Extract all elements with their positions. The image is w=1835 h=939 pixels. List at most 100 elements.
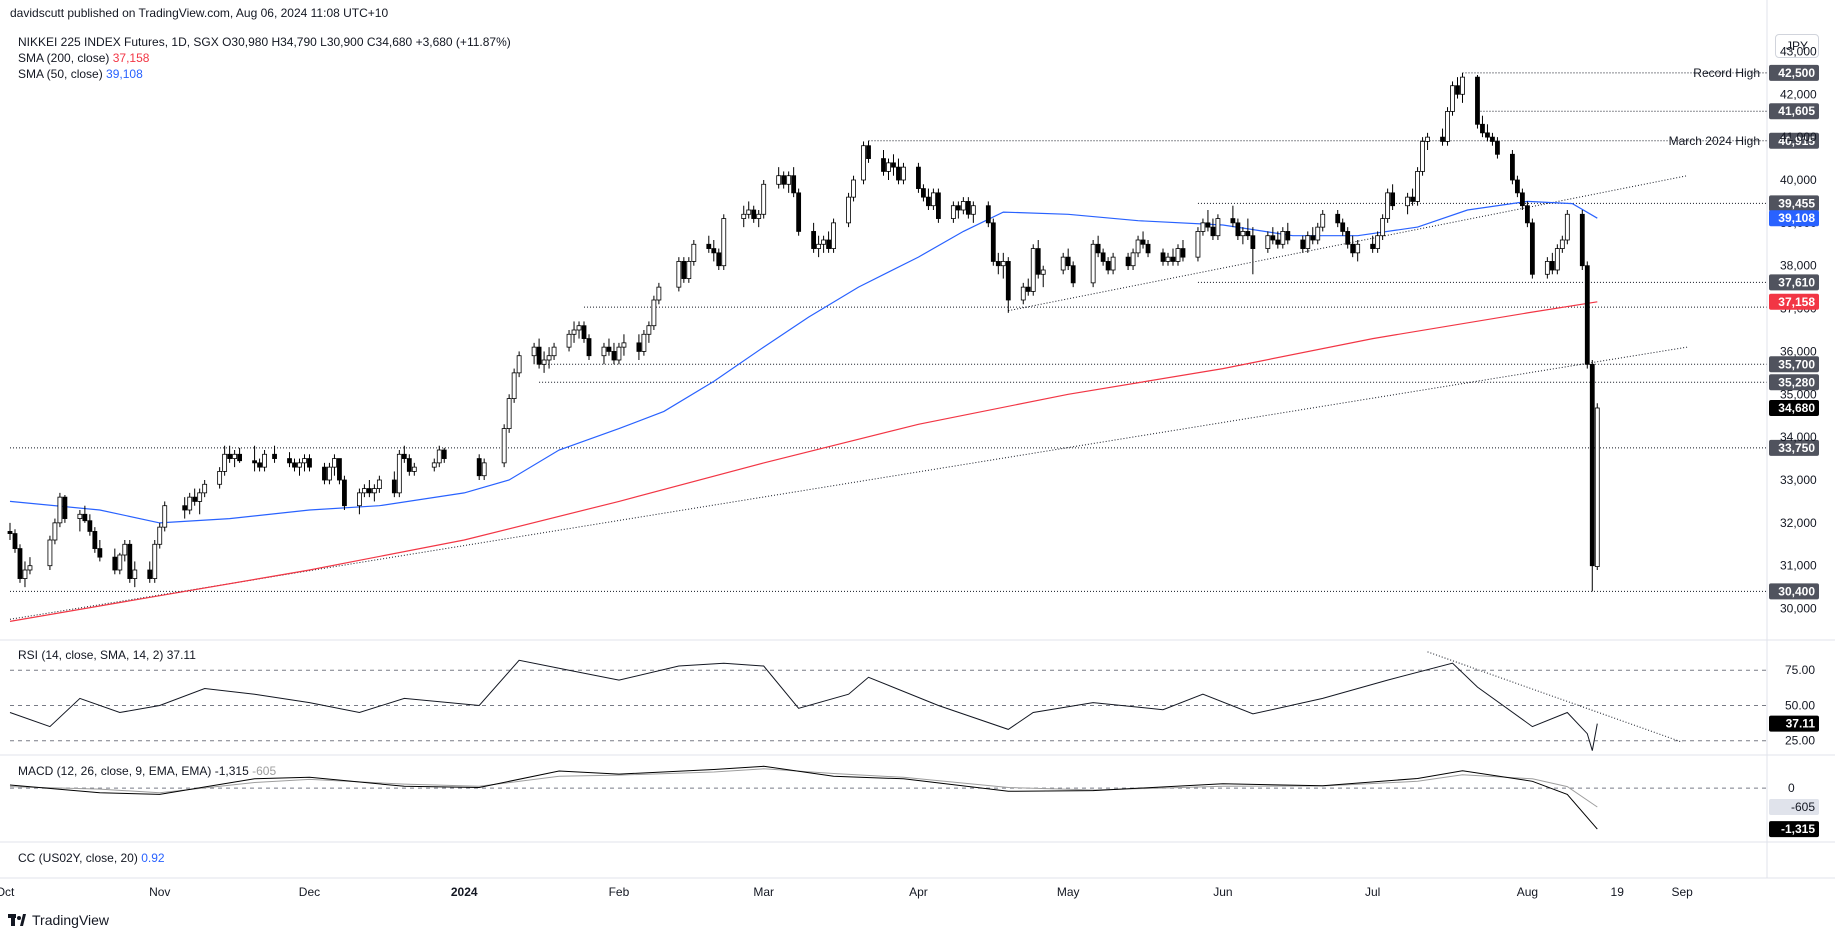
candle-body	[1100, 252, 1106, 262]
candle-body	[92, 531, 98, 549]
candle-body	[571, 329, 577, 335]
candle-body	[586, 338, 592, 357]
candle-body	[1265, 235, 1271, 249]
candle-body	[1385, 192, 1391, 219]
sma50-value: 39,108	[106, 67, 143, 81]
footer-brand: TradingView	[8, 912, 109, 928]
candle-body	[1195, 231, 1201, 258]
rsi-legend: RSI (14, close, SMA, 14, 2) 37.11	[18, 648, 196, 662]
candle-body	[826, 239, 831, 249]
macd-line	[9, 765, 1598, 830]
currency-button[interactable]: JPY	[1775, 34, 1819, 58]
candle-body	[656, 286, 662, 301]
candle-body	[1440, 136, 1445, 142]
candle-body	[87, 520, 93, 532]
rsi-label: RSI (14, close, SMA, 14, 2)	[18, 648, 164, 662]
candle-body	[1180, 248, 1186, 258]
candle-body	[1445, 111, 1450, 142]
published-line: davidscutt published on TradingView.com,…	[10, 6, 389, 20]
candle-body	[52, 522, 58, 541]
candle-body	[1370, 243, 1376, 249]
cc-value: 0.92	[141, 851, 165, 865]
candle-body	[711, 248, 717, 254]
candle-body	[307, 458, 312, 468]
candle-body	[601, 346, 607, 357]
candle-body	[1549, 261, 1555, 271]
rsi-tick-label: 75.00	[1785, 663, 1815, 677]
candle-body	[112, 556, 118, 571]
level-tag-box	[1769, 103, 1819, 120]
candle-body	[366, 488, 372, 494]
candle-body	[1175, 248, 1181, 262]
macd-plot: 0-605-1,315	[9, 765, 1819, 838]
candle-body	[1350, 243, 1356, 254]
trendline	[1008, 175, 1688, 312]
candle-body	[716, 252, 722, 267]
time-tick-label: Aug	[1517, 885, 1538, 899]
candle-body	[396, 453, 402, 494]
trendlines	[9, 175, 1688, 620]
candle-body	[152, 543, 158, 579]
candle-body	[611, 351, 617, 361]
sma50-legend: SMA (50, close) 39,108	[18, 67, 143, 81]
candle-body	[651, 299, 657, 327]
level-tag-box	[1769, 64, 1819, 81]
price-tick-label: 38,000	[1780, 259, 1817, 273]
candle-body	[82, 513, 88, 522]
time-tick-label: 2024	[451, 885, 478, 899]
candle-body	[1280, 231, 1286, 245]
level-tag: 39,455	[1778, 196, 1815, 210]
candle-body	[1285, 231, 1291, 241]
price-tag: 37,158	[1778, 295, 1815, 309]
candle-body	[332, 458, 337, 468]
candle-body	[12, 533, 18, 549]
candle-body	[1095, 243, 1101, 254]
level-tag: 40,915	[1778, 134, 1815, 148]
candle-body	[1205, 222, 1211, 228]
candle-body	[646, 325, 652, 335]
candle-body	[985, 205, 991, 224]
rsi-value: 37.11	[166, 648, 196, 662]
macd-value: -1,315	[214, 764, 249, 778]
candle-body	[237, 453, 243, 462]
level-tag: 41,605	[1778, 104, 1815, 118]
sma200-value: 37,158	[112, 51, 150, 65]
candle-body	[342, 479, 347, 507]
candle-body	[950, 205, 956, 219]
price-tick-label: 34,000	[1780, 430, 1817, 444]
rsi-line	[9, 659, 1598, 751]
candle-body	[1215, 218, 1221, 237]
candle-body	[1245, 231, 1251, 237]
candle-body	[926, 196, 931, 207]
candle-body	[1345, 231, 1351, 245]
candle-body	[681, 261, 687, 279]
candle-body	[252, 460, 257, 464]
candle-body	[965, 201, 971, 215]
candle-body	[1355, 243, 1361, 254]
candle-body	[921, 188, 926, 198]
candle-body	[955, 205, 961, 211]
candle-body	[931, 192, 936, 207]
time-tick-label: Jul	[1365, 885, 1380, 899]
candle-body	[1544, 261, 1550, 275]
candle-body	[1584, 265, 1590, 365]
candle-body	[1320, 213, 1326, 228]
candle-body	[1425, 136, 1430, 142]
candle-body	[1030, 248, 1036, 292]
candle-body	[476, 458, 482, 477]
candle-body	[1210, 226, 1216, 237]
candle-body	[1450, 85, 1455, 112]
candle-body	[816, 243, 822, 249]
candle-body	[1125, 256, 1131, 267]
cc-legend: CC (US02Y, close, 20) 0.92	[18, 851, 165, 865]
candle-body	[77, 513, 83, 519]
candle-body	[1455, 85, 1460, 95]
candle-body	[322, 466, 327, 481]
candle-body	[901, 166, 906, 181]
price-tick-label: 33,000	[1780, 473, 1817, 487]
candle-body	[506, 398, 512, 429]
candle-body	[1170, 256, 1176, 262]
macd-tag: -1,315	[1781, 822, 1815, 836]
candle-body	[511, 372, 517, 399]
macd-signal-value: -605	[252, 764, 277, 778]
